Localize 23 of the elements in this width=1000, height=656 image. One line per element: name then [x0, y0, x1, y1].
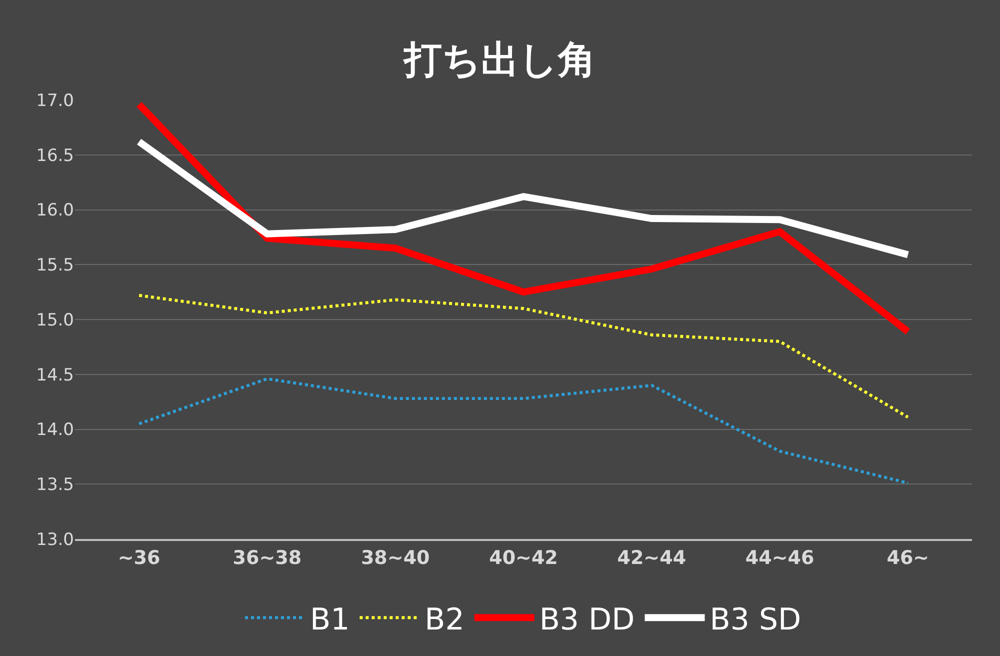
legend-label: B2 — [424, 602, 464, 638]
y-tick-label: 13.0 — [36, 530, 74, 550]
y-tick-label: 16.0 — [36, 200, 74, 221]
legend-label: B3 SD — [710, 602, 802, 638]
x-tick-label: 44~46 — [745, 546, 814, 569]
line-series — [138, 377, 910, 485]
x-tick-label: 46~ — [886, 546, 930, 569]
line-series — [138, 294, 910, 419]
x-tick-label: 40~42 — [489, 546, 558, 569]
y-tick-label: 14.5 — [36, 365, 74, 386]
chart-title: 打ち出し角 — [402, 38, 596, 82]
x-tick-label: 36~38 — [232, 546, 302, 569]
y-tick-label: 13.5 — [36, 475, 74, 496]
x-tick-label: 38~40 — [360, 546, 430, 569]
y-tick-label: 15.0 — [36, 310, 74, 330]
y-tick-label: 14.0 — [36, 420, 74, 440]
x-tick-label: 42~44 — [617, 546, 686, 569]
y-tick-label: 17.0 — [36, 90, 74, 111]
y-tick-label: 16.5 — [36, 146, 74, 166]
legend-label: B1 — [310, 602, 350, 638]
y-tick-label: 15.5 — [36, 256, 74, 276]
legend-label: B3 DD — [539, 602, 635, 638]
x-tick-label: ~36 — [118, 546, 160, 569]
